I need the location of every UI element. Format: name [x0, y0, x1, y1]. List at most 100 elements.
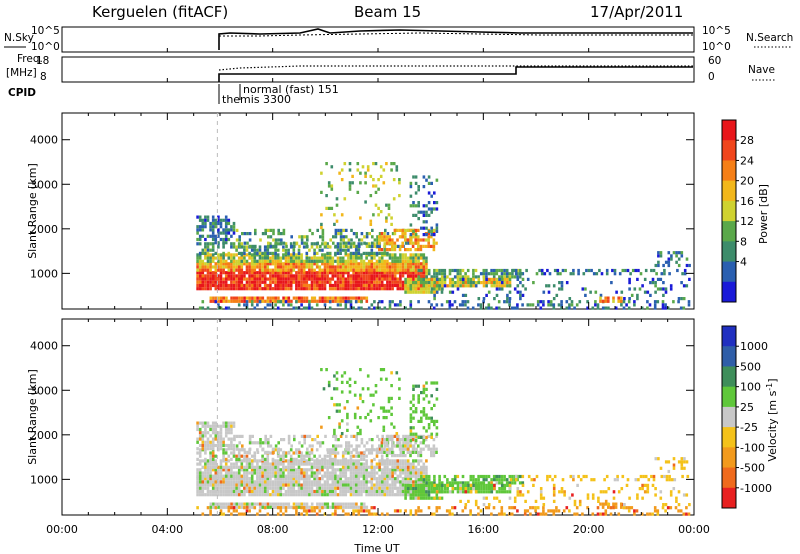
power-cell: [430, 233, 433, 237]
vel-cell: [435, 387, 439, 391]
vel-cell: [219, 459, 223, 463]
vel-cell: [508, 506, 511, 510]
vel-cell: [344, 465, 348, 469]
vel-cell: [409, 474, 413, 478]
power-cell: [320, 226, 323, 230]
power-cell: [378, 248, 381, 252]
power-cell: [513, 287, 517, 291]
vel-cell: [227, 486, 231, 490]
power-cell: [232, 268, 236, 272]
power-cell: [412, 229, 415, 233]
vel-cell: [328, 457, 332, 461]
power-cell: [341, 262, 345, 266]
vel-cell: [250, 471, 254, 475]
power-cell: [378, 265, 381, 269]
vel-cell: [349, 505, 353, 509]
power-cell: [349, 265, 353, 269]
power-cell: [383, 248, 387, 252]
vel-cell: [617, 490, 621, 494]
vel-cell: [461, 509, 465, 513]
power-cell: [240, 256, 244, 260]
power-cell: [685, 284, 689, 288]
vel-cell: [321, 441, 325, 445]
vel-cell: [370, 468, 374, 472]
vel-cell: [277, 447, 280, 451]
vel-cell: [534, 506, 537, 510]
vel-cell: [563, 493, 566, 497]
power-cell: [357, 287, 361, 291]
vel-cell: [612, 496, 616, 500]
power-cell: [417, 290, 420, 294]
power-cell: [453, 275, 457, 279]
power-cell: [369, 222, 373, 226]
power-cell: [217, 221, 220, 226]
vel-cell: [412, 474, 415, 478]
power-cell: [358, 244, 361, 248]
vel-cell: [276, 474, 280, 478]
power-cell: [516, 303, 519, 307]
power-cell: [232, 274, 236, 278]
vel-cell: [310, 486, 314, 490]
power-cell: [217, 241, 220, 245]
power-cell: [274, 244, 278, 248]
vel-cell: [681, 474, 684, 479]
power-cell: [472, 284, 475, 288]
vel-cell: [263, 493, 267, 497]
vel-cell: [682, 512, 686, 516]
vel-cell: [636, 493, 639, 497]
vel-cell: [289, 448, 293, 452]
power-cell: [505, 275, 509, 279]
vel-cell: [383, 459, 387, 463]
vel-cell: [467, 487, 470, 491]
vel-cell: [420, 474, 423, 479]
vel-cell: [385, 441, 389, 445]
vel-cell: [404, 459, 407, 463]
power-cell: [404, 232, 407, 236]
power-cell: [453, 300, 457, 304]
vel-cell: [357, 509, 361, 513]
vel-cell: [327, 384, 331, 388]
vel-cell: [395, 371, 399, 375]
vel-cell: [354, 483, 358, 487]
vel-cell: [443, 474, 447, 479]
vel-cell: [374, 384, 378, 388]
power-cell: [211, 225, 215, 229]
power-cell: [409, 181, 413, 185]
power-cell: [387, 206, 391, 210]
vel-cell: [227, 502, 231, 506]
power-cell: [256, 299, 259, 303]
vel-cell: [393, 509, 397, 513]
vel-cell: [201, 443, 205, 448]
power-cell: [388, 277, 392, 281]
power-cell: [245, 300, 249, 304]
power-cell: [305, 296, 309, 300]
vel-cell: [230, 486, 233, 490]
power-cell: [396, 262, 400, 266]
vel-cell: [430, 512, 433, 516]
vel-cell: [461, 483, 465, 487]
power-cell: [513, 306, 517, 310]
power-cell: [310, 306, 314, 310]
power-cell: [274, 256, 277, 260]
vel-cell: [495, 481, 499, 485]
vel-cell: [212, 502, 215, 506]
power-cell: [266, 265, 270, 269]
vel-cell: [425, 459, 428, 463]
power-cell: [404, 259, 407, 263]
power-cell: [667, 260, 671, 264]
power-cell: [393, 262, 397, 266]
vel-cell: [422, 391, 426, 395]
vel-cell: [266, 483, 270, 487]
power-cell: [264, 299, 267, 303]
vel-cell: [279, 480, 283, 484]
power-cell: [472, 277, 475, 281]
vel-cell: [616, 474, 619, 479]
vel-cell: [352, 471, 355, 475]
power-cell: [569, 272, 573, 276]
vel-cell: [287, 474, 290, 478]
vel-cell: [305, 502, 309, 506]
vel-cell: [310, 471, 314, 475]
power-cell: [224, 277, 228, 281]
power-cell: [217, 299, 220, 303]
power-cell: [248, 238, 252, 242]
